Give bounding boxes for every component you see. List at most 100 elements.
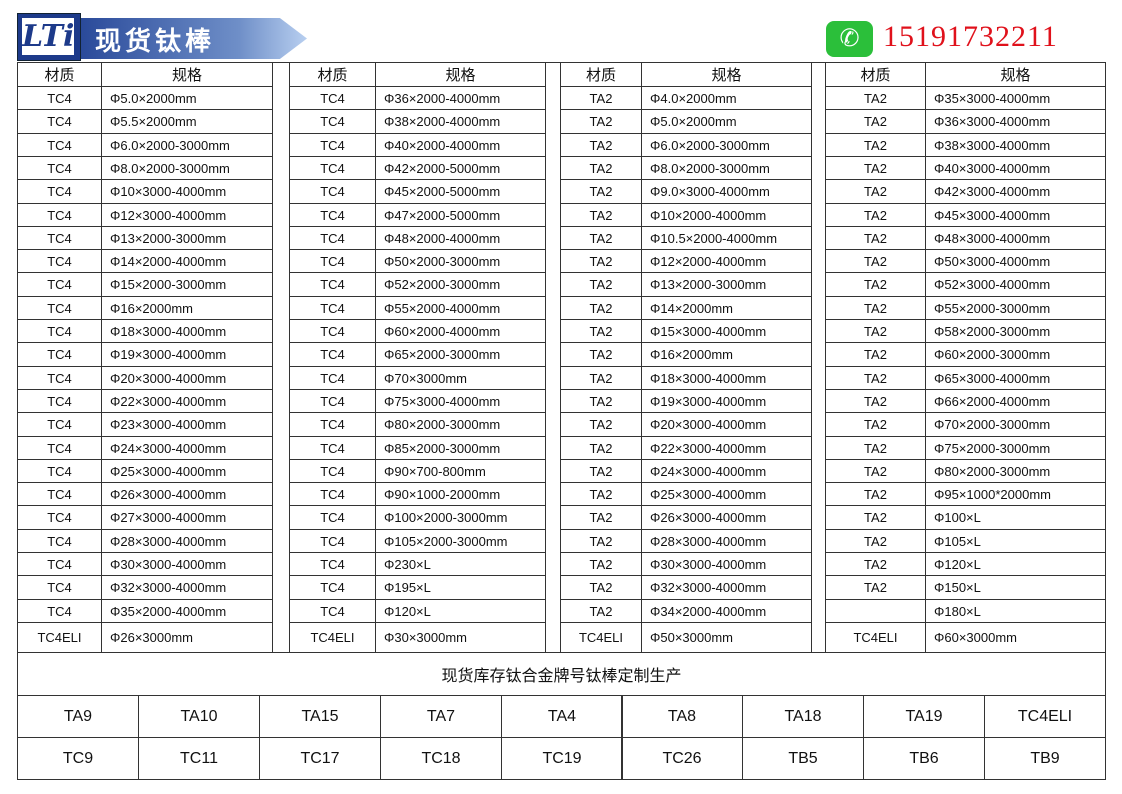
spec-cell: Φ22×3000-4000mm bbox=[101, 389, 273, 413]
material-cell: TC4 bbox=[17, 529, 102, 553]
material-cell: TC4 bbox=[17, 86, 102, 110]
material-cell: TA2 bbox=[825, 575, 926, 600]
spec-cell: Φ14×2000-4000mm bbox=[101, 249, 273, 273]
grade-cell: TA18 bbox=[742, 695, 864, 738]
material-cell: TA2 bbox=[825, 342, 926, 367]
grade-cell: TA7 bbox=[380, 695, 502, 738]
material-cell: TC4 bbox=[289, 505, 376, 530]
spec-cell: Φ4.0×2000mm bbox=[641, 86, 812, 110]
material-cell: TC4 bbox=[289, 575, 376, 600]
material-cell: TC4 bbox=[289, 179, 376, 204]
material-cell: TC4 bbox=[17, 342, 102, 367]
spec-cell: Φ32×3000-4000mm bbox=[641, 575, 812, 600]
material-cell: TA2 bbox=[560, 156, 642, 180]
material-cell: TC4 bbox=[289, 203, 376, 227]
material-cell: TC4 bbox=[289, 342, 376, 367]
material-cell: TA2 bbox=[825, 272, 926, 297]
material-cell: TA2 bbox=[560, 296, 642, 320]
page-title: 现货钛棒 bbox=[95, 27, 216, 57]
spec-cell: Φ100×L bbox=[925, 505, 1106, 530]
spec-cell: Φ32×3000-4000mm bbox=[101, 575, 273, 600]
material-cell: TA2 bbox=[825, 203, 926, 227]
material-cell: TC4 bbox=[17, 179, 102, 204]
spec-cell: Φ26×3000mm bbox=[101, 622, 273, 653]
material-cell: TC4 bbox=[17, 296, 102, 320]
spec-cell: Φ5.0×2000mm bbox=[641, 109, 812, 134]
material-cell: TA2 bbox=[825, 249, 926, 273]
spec-cell: Φ27×3000-4000mm bbox=[101, 505, 273, 530]
column-separator bbox=[811, 62, 826, 653]
material-cell: TA2 bbox=[825, 552, 926, 576]
material-cell: TC4 bbox=[17, 133, 102, 157]
grade-cell: TA15 bbox=[259, 695, 381, 738]
spec-cell: Φ26×3000-4000mm bbox=[101, 482, 273, 506]
spec-cell: Φ85×2000-3000mm bbox=[375, 436, 546, 460]
spec-cell: Φ55×2000-4000mm bbox=[375, 296, 546, 320]
column-separator bbox=[545, 62, 561, 653]
material-cell: TA2 bbox=[825, 226, 926, 250]
spec-cell: Φ9.0×3000-4000mm bbox=[641, 179, 812, 204]
material-cell: TA2 bbox=[560, 203, 642, 227]
material-cell: TC4 bbox=[289, 366, 376, 390]
header-material: 材质 bbox=[825, 62, 926, 87]
spec-cell: Φ16×2000mm bbox=[101, 296, 273, 320]
material-cell: TA2 bbox=[825, 366, 926, 390]
phone-number: 15191732211 bbox=[883, 20, 1058, 53]
material-cell: TC4 bbox=[289, 389, 376, 413]
material-cell: TC4ELI bbox=[825, 622, 926, 653]
spec-cell: Φ15×2000-3000mm bbox=[101, 272, 273, 297]
spec-cell: Φ40×2000-4000mm bbox=[375, 133, 546, 157]
spec-cell: Φ50×2000-3000mm bbox=[375, 249, 546, 273]
spec-cell: Φ100×2000-3000mm bbox=[375, 505, 546, 530]
material-cell: TC4 bbox=[17, 226, 102, 250]
spec-cell: Φ48×3000-4000mm bbox=[925, 226, 1106, 250]
material-cell: TA2 bbox=[560, 109, 642, 134]
spec-cell: Φ12×2000-4000mm bbox=[641, 249, 812, 273]
spec-cell: Φ90×700-800mm bbox=[375, 459, 546, 483]
grade-cell: TC19 bbox=[501, 737, 623, 780]
spec-cell: Φ52×2000-3000mm bbox=[375, 272, 546, 297]
material-cell: TC4ELI bbox=[289, 622, 376, 653]
material-cell: TC4 bbox=[17, 459, 102, 483]
material-cell: TA2 bbox=[560, 599, 642, 623]
spec-cell: Φ13×2000-3000mm bbox=[641, 272, 812, 297]
spec-cell: Φ19×3000-4000mm bbox=[101, 342, 273, 367]
spec-cell: Φ23×3000-4000mm bbox=[101, 412, 273, 437]
wechat-phone-icon: ✆ bbox=[826, 21, 873, 57]
spec-cell: Φ22×3000-4000mm bbox=[641, 436, 812, 460]
grade-cell: TB6 bbox=[863, 737, 985, 780]
spec-cell: Φ40×3000-4000mm bbox=[925, 156, 1106, 180]
material-cell: TC4 bbox=[289, 529, 376, 553]
material-cell: TA2 bbox=[560, 272, 642, 297]
material-cell: TC4ELI bbox=[560, 622, 642, 653]
material-cell: TA2 bbox=[560, 412, 642, 437]
spec-cell: Φ52×3000-4000mm bbox=[925, 272, 1106, 297]
material-cell: TA2 bbox=[560, 249, 642, 273]
header-spec: 规格 bbox=[101, 62, 273, 87]
material-cell: TA2 bbox=[825, 389, 926, 413]
material-cell: TC4 bbox=[17, 436, 102, 460]
spec-cell: Φ30×3000-4000mm bbox=[641, 552, 812, 576]
material-cell: TA2 bbox=[825, 179, 926, 204]
spec-cell: Φ13×2000-3000mm bbox=[101, 226, 273, 250]
material-cell: TA2 bbox=[825, 156, 926, 180]
spec-cell: Φ50×3000mm bbox=[641, 622, 812, 653]
spec-cell: Φ65×2000-3000mm bbox=[375, 342, 546, 367]
header-material: 材质 bbox=[560, 62, 642, 87]
material-cell: TA2 bbox=[825, 412, 926, 437]
spec-cell: Φ58×2000-3000mm bbox=[925, 319, 1106, 343]
header-spec: 规格 bbox=[925, 62, 1106, 87]
material-cell: TC4 bbox=[17, 203, 102, 227]
spec-cell: Φ10×2000-4000mm bbox=[641, 203, 812, 227]
spec-cell: Φ25×3000-4000mm bbox=[641, 482, 812, 506]
spec-cell: Φ18×3000-4000mm bbox=[101, 319, 273, 343]
spec-cell: Φ47×2000-5000mm bbox=[375, 203, 546, 227]
material-cell: TC4 bbox=[289, 272, 376, 297]
spec-cell: Φ36×3000-4000mm bbox=[925, 109, 1106, 134]
spec-cell: Φ36×2000-4000mm bbox=[375, 86, 546, 110]
spec-cell: Φ150×L bbox=[925, 575, 1106, 600]
material-cell: TA2 bbox=[825, 482, 926, 506]
material-cell: TC4 bbox=[289, 296, 376, 320]
spec-cell: Φ75×2000-3000mm bbox=[925, 436, 1106, 460]
spec-cell: Φ14×2000mm bbox=[641, 296, 812, 320]
